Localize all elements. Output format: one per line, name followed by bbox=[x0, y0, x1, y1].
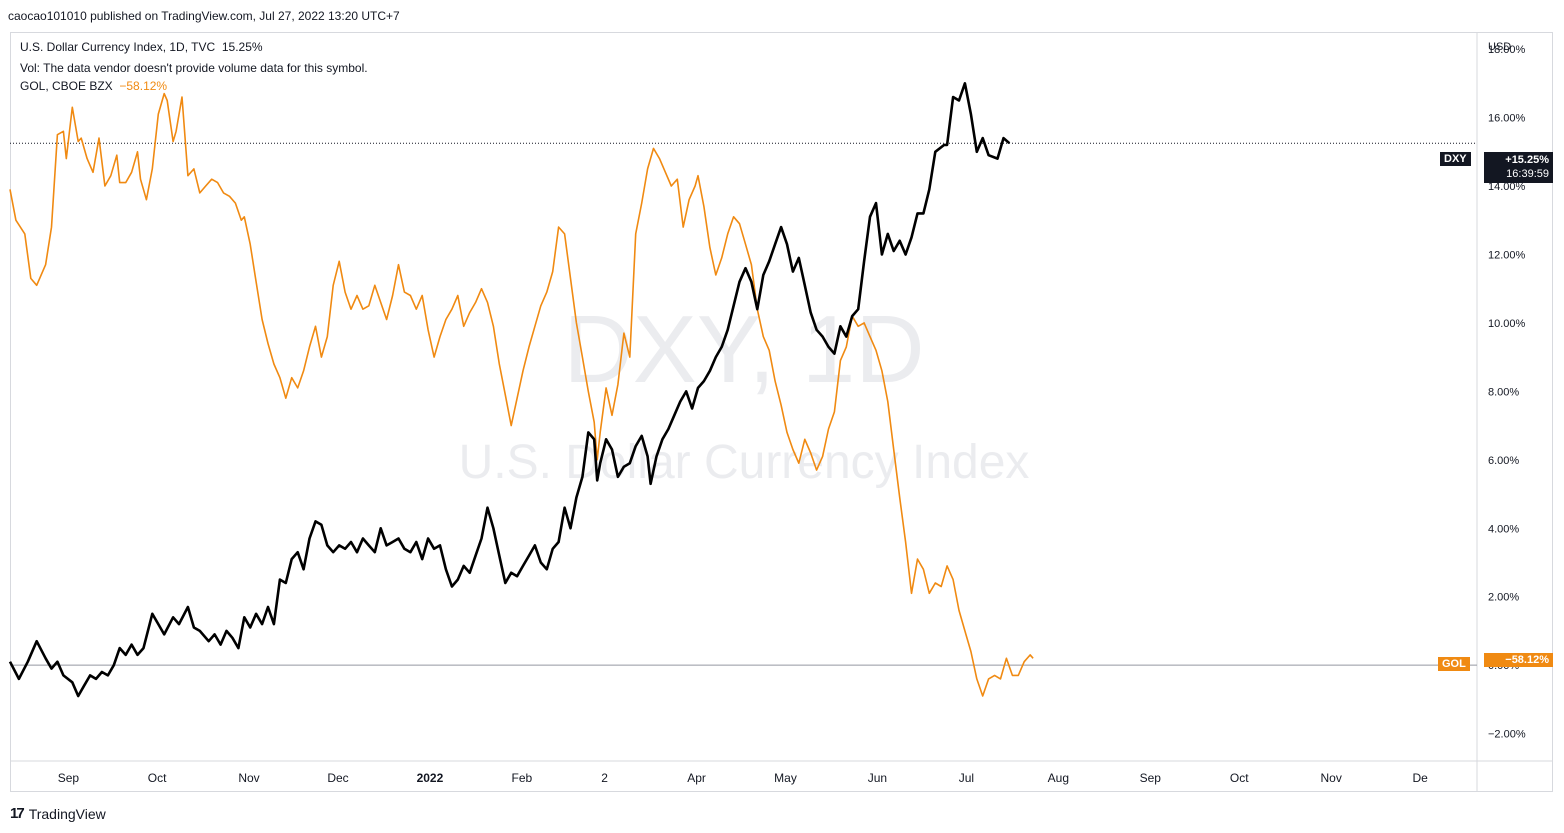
legend-gol-title: GOL, CBOE BZX bbox=[20, 79, 113, 93]
watermark-name: U.S. Dollar Currency Index bbox=[459, 436, 1030, 489]
gol-value-tag: −58.12% bbox=[1484, 653, 1553, 667]
gol-symbol-tag: GOL bbox=[1438, 657, 1470, 671]
y-axis-title: USD bbox=[1488, 41, 1511, 53]
tradingview-brand-text: TradingView bbox=[28, 805, 106, 822]
tradingview-logo-icon: 17 bbox=[10, 805, 25, 822]
y-tick-label: 10.00% bbox=[1488, 318, 1526, 330]
legend-gol[interactable]: GOL, CBOE BZX −58.12% bbox=[20, 79, 167, 93]
y-tick-label: 12.00% bbox=[1488, 249, 1526, 261]
legend-dxy-title: U.S. Dollar Currency Index, 1D, TVC bbox=[20, 40, 216, 54]
legend-volume: Vol: The data vendor doesn't provide vol… bbox=[20, 61, 368, 75]
watermark: DXY, 1D U.S. Dollar Currency Index bbox=[459, 296, 1030, 489]
x-tick-label: May bbox=[774, 771, 797, 785]
x-tick-label: Nov bbox=[1320, 771, 1341, 785]
legend-dxy[interactable]: U.S. Dollar Currency Index, 1D, TVC 15.2… bbox=[20, 40, 263, 54]
dxy-value-tag: +15.25% 16:39:59 bbox=[1484, 152, 1553, 183]
dxy-value-text: +15.25% bbox=[1505, 154, 1549, 166]
legend-volume-text: Vol: The data vendor doesn't provide vol… bbox=[20, 61, 368, 75]
x-tick-label: Feb bbox=[512, 771, 533, 785]
x-tick-label: De bbox=[1412, 771, 1428, 785]
tradingview-logo[interactable]: 17 TradingView bbox=[10, 805, 106, 822]
legend-gol-pct: −58.12% bbox=[119, 79, 168, 93]
y-tick-label: 6.00% bbox=[1488, 455, 1519, 467]
y-tick-label: 14.00% bbox=[1488, 181, 1526, 193]
publish-info: caocao101010 published on TradingView.co… bbox=[8, 9, 400, 23]
x-tick-label: Sep bbox=[58, 771, 80, 785]
x-tick-label: Oct bbox=[148, 771, 167, 785]
x-tick-label: 2022 bbox=[417, 771, 444, 785]
watermark-symbol: DXY, 1D bbox=[563, 296, 924, 403]
x-tick-label: Aug bbox=[1048, 771, 1069, 785]
x-tick-label: Sep bbox=[1140, 771, 1162, 785]
y-ticks: 18.00% 16.00% 14.00% 12.00% 10.00% 8.00% 6.00%… bbox=[1488, 44, 1526, 741]
series-line-dxy[interactable] bbox=[8, 82, 1011, 698]
chart-frame[interactable] bbox=[10, 32, 1553, 792]
x-tick-label: Apr bbox=[687, 771, 706, 785]
series-line-gol[interactable] bbox=[9, 92, 1034, 697]
y-tick-label: 16.00% bbox=[1488, 113, 1526, 125]
y-tick-label: 2.00% bbox=[1488, 592, 1519, 604]
y-tick-label: 18.00% bbox=[1488, 44, 1526, 56]
x-ticks: Sep Oct Nov Dec 2022 Feb 2 Apr May Jun Jul Aug Sep Oc… bbox=[58, 771, 1428, 785]
y-tick-label: 8.00% bbox=[1488, 386, 1519, 398]
x-tick-label: Jun bbox=[868, 771, 887, 785]
x-tick-label: Nov bbox=[238, 771, 259, 785]
y-tick-label: 4.00% bbox=[1488, 523, 1519, 535]
legend-dxy-pct: 15.25% bbox=[221, 40, 263, 54]
dxy-countdown-text: 16:39:59 bbox=[1506, 168, 1549, 180]
x-tick-label: Dec bbox=[327, 771, 348, 785]
x-tick-label: 2 bbox=[601, 771, 608, 785]
y-tick-label: −2.00% bbox=[1488, 729, 1526, 741]
x-tick-label: Oct bbox=[1230, 771, 1249, 785]
x-tick-label: Jul bbox=[959, 771, 974, 785]
dxy-symbol-tag: DXY bbox=[1440, 152, 1471, 166]
